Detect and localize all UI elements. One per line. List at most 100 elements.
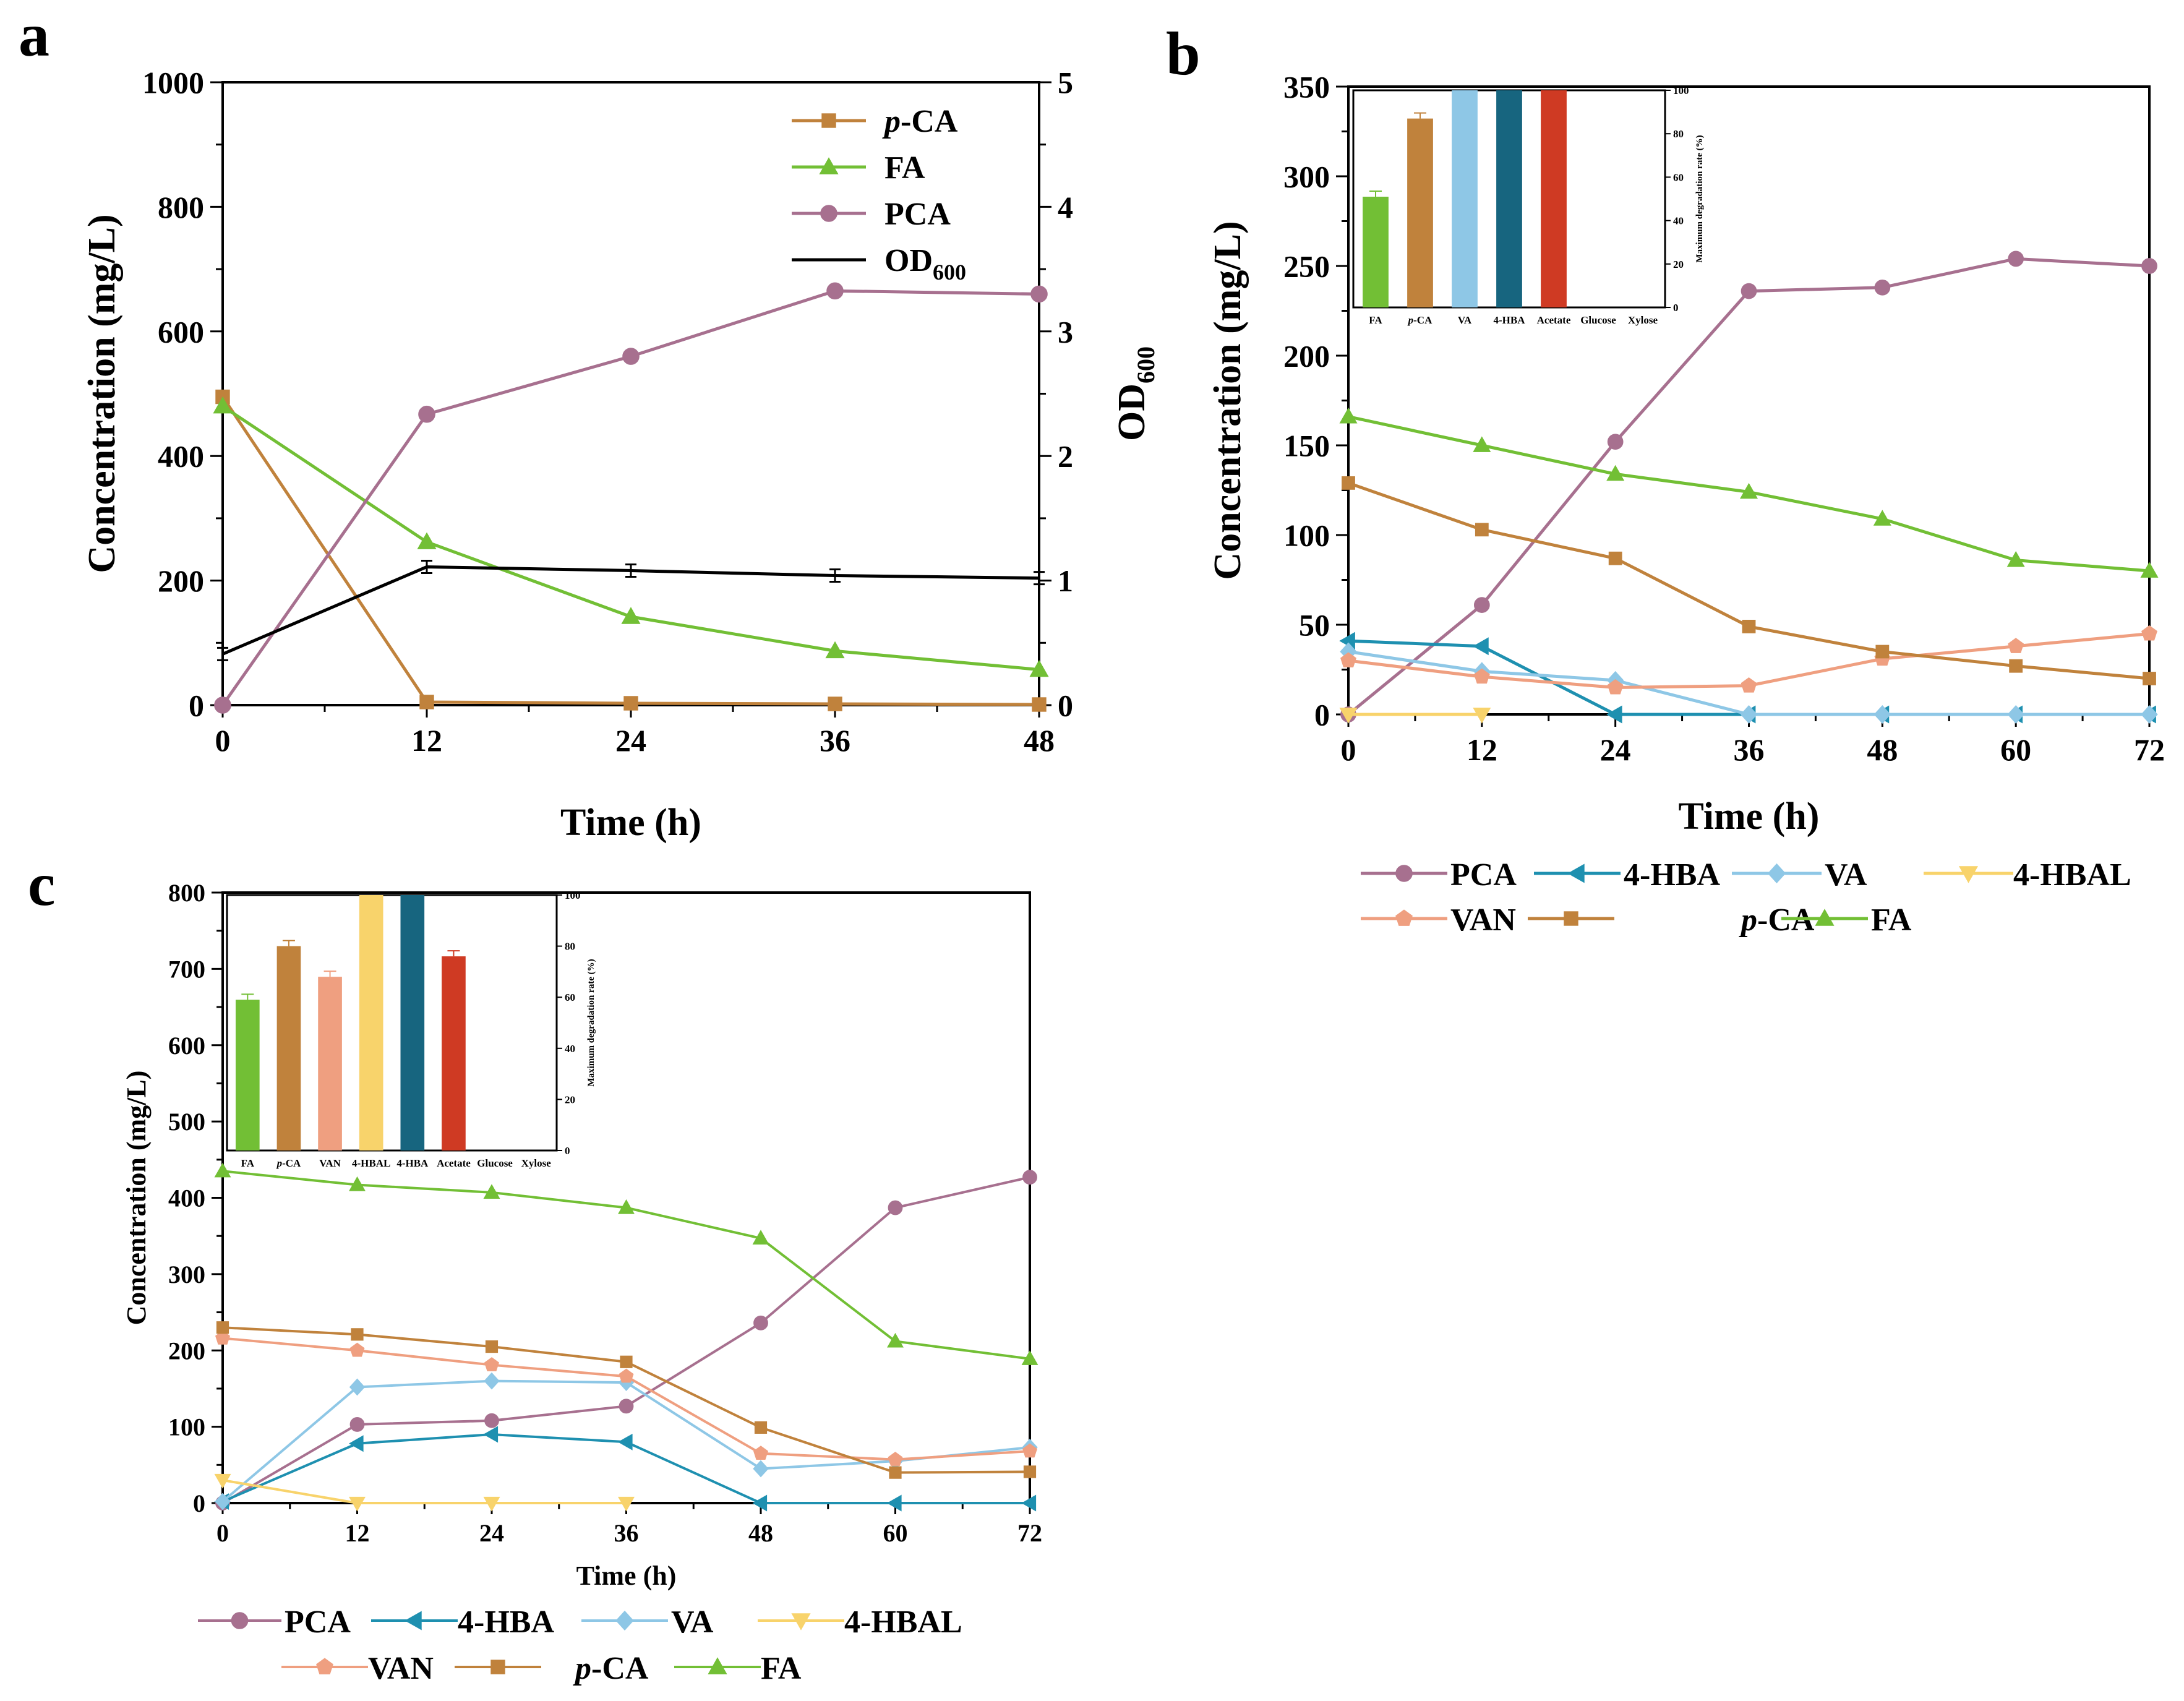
panel-b-legend-marker-van xyxy=(1395,909,1413,926)
panel-c-point-fa xyxy=(618,1199,635,1214)
panel-b-inset-category-italic: p xyxy=(1407,314,1414,326)
panel-b-legend-label-4-hbal: 4-HBAL xyxy=(2013,857,2131,893)
panel-b-inset-category-acetate: Acetate xyxy=(1537,314,1571,326)
panel-c-legend-label-text: 4-HBA xyxy=(458,1605,554,1640)
panel-c-legend-label-van: VAN xyxy=(368,1651,434,1686)
panel-c-y-tick-label: 400 xyxy=(168,1185,205,1212)
panel-c-point-4-hba xyxy=(886,1494,902,1512)
panel-a-series-line-fa xyxy=(221,405,1040,672)
panel-c-legend-label-fa: FA xyxy=(761,1651,802,1686)
panel-a-legend-label-sub: 600 xyxy=(933,260,966,285)
panel-c-point-pca xyxy=(1022,1170,1037,1185)
panel-c-legend-label-4-hbal: 4-HBAL xyxy=(844,1605,962,1640)
panel-c-point-4-hba xyxy=(348,1435,364,1452)
panel-c-point-va xyxy=(349,1378,366,1396)
panel-c-x-axis-label: Time (h) xyxy=(576,1561,677,1591)
panel-a-legend-label-text: OD xyxy=(884,243,933,278)
panel-b-point-p-ca xyxy=(2143,672,2156,685)
panel-b-inset-y-tick-label: 100 xyxy=(1673,85,1689,96)
panel-c-inset-category-acetate: Acetate xyxy=(437,1157,471,1169)
panel-a-point-pca xyxy=(826,282,844,300)
panel-b-legend-marker-va xyxy=(1767,863,1786,884)
panel-c-point-fa xyxy=(1021,1350,1038,1365)
panel-b-inset-bar-fa xyxy=(1363,196,1389,307)
panel-b-x-tick-label: 72 xyxy=(2134,732,2165,767)
panel-b-legend-label-text: VA xyxy=(1825,857,1867,893)
panel-c-point-4-hba xyxy=(752,1494,768,1512)
panel-a-y2-axis-label-sub: 600 xyxy=(1132,346,1160,383)
panel-c-legend-marker-p-ca xyxy=(490,1660,505,1674)
panel-a-point-fa xyxy=(621,607,641,624)
panel-b-point-p-ca xyxy=(1875,645,1890,659)
panel-c-point-van xyxy=(753,1446,769,1460)
panel-a-point-pca xyxy=(214,696,231,714)
panel-b-point-va xyxy=(1740,705,1758,724)
panel-b-legend-label-4-hba: 4-HBA xyxy=(1624,857,1720,893)
panel-c-x-tick-label: 0 xyxy=(216,1519,229,1547)
panel-a-legend-marker-pca xyxy=(820,205,837,222)
panel-b-y-tick-label: 150 xyxy=(1283,429,1330,463)
panel-b-point-va xyxy=(1874,705,1891,724)
panel-c-legend-label-text: VA xyxy=(671,1605,714,1640)
panel-a-y2-axis-label: OD600 xyxy=(1111,346,1160,441)
panel-c-legend-label-text: 4-HBAL xyxy=(844,1605,962,1640)
panel-c-point-pca xyxy=(349,1417,365,1432)
panel-b-inset-category-va: VA xyxy=(1458,314,1472,326)
panel-a-legend-label-fa: FA xyxy=(884,150,925,186)
panel-c-legend-label-va: VA xyxy=(671,1605,714,1640)
panel-b-y-tick-label: 200 xyxy=(1283,339,1330,374)
panel-b-point-fa xyxy=(2006,551,2025,567)
panel-c-inset-category-van: VAN xyxy=(319,1157,341,1169)
panel-c-point-fa xyxy=(483,1184,500,1199)
panel-b-series-line-p-ca xyxy=(1348,481,2150,680)
panel-c-inset-category-italic: p xyxy=(276,1157,283,1169)
panel-a-point-pca xyxy=(1030,285,1048,303)
panel-c-y-tick-label: 500 xyxy=(168,1108,205,1136)
panel-b-x-axis-label: Time (h) xyxy=(1679,795,1820,838)
panel-c-x-tick-label: 72 xyxy=(1017,1519,1042,1547)
panel-b-y-tick-label: 300 xyxy=(1283,160,1330,194)
panel-c-legend-marker-van xyxy=(316,1658,333,1674)
panel-label-a: a xyxy=(19,1,49,69)
panel-c-chart: 0 12 24 36 48 60 720100200300400500600700800Ti… xyxy=(121,879,1042,1686)
panel-a-y2-tick-label: 5 xyxy=(1058,66,1073,100)
panel-a-point-fa xyxy=(1029,659,1049,677)
panel-c-legend-label-text: PCA xyxy=(285,1605,351,1640)
panel-c-point-4-hbal xyxy=(349,1496,366,1512)
panel-b-inset-y-tick-label: 60 xyxy=(1673,171,1684,183)
panel-c-inset-y-tick-label: 80 xyxy=(565,941,575,953)
panel-c-point-va xyxy=(753,1460,769,1478)
panel-c-inset-category-glucose: Glucose xyxy=(477,1157,513,1169)
panel-b-x-tick-label: 60 xyxy=(2000,732,2031,767)
panel-a-y2-tick-label: 0 xyxy=(1058,688,1073,723)
panel-c-inset-category-fa: FA xyxy=(241,1157,255,1169)
panel-b-point-pca xyxy=(2008,251,2024,267)
panel-b-inset-category-p-ca: p-CA xyxy=(1407,314,1432,326)
panel-b-legend-label-text: VAN xyxy=(1450,902,1516,938)
panel-a-point-fa xyxy=(417,532,437,549)
panel-c-inset-category-4-hba: 4-HBA xyxy=(396,1157,429,1169)
panel-a-x-tick-label: 24 xyxy=(615,723,646,758)
panel-b-y-tick-label: 350 xyxy=(1283,70,1330,105)
panel-a-y2-tick-label: 2 xyxy=(1058,439,1073,474)
panel-c-point-p-ca xyxy=(754,1421,768,1434)
panel-a-y2-tick-label: 3 xyxy=(1058,314,1073,349)
panel-b-point-fa xyxy=(1873,510,1891,526)
panel-c-point-van xyxy=(215,1330,231,1345)
panel-b-point-pca xyxy=(2141,258,2157,274)
panel-b-y-axis-label: Concentration (mg/L) xyxy=(1207,221,1249,580)
panel-b-legend-label-fa: FA xyxy=(1871,902,1912,938)
panel-c-series-line-fa xyxy=(222,1170,1030,1360)
panel-a-point-pca xyxy=(418,405,435,423)
panel-b-legend-label-text: 4-HBA xyxy=(1624,857,1720,893)
panel-c-point-fa xyxy=(752,1230,769,1245)
panel-c-inset-y-tick-label: 100 xyxy=(565,889,581,901)
panel-a-legend-label-text: FA xyxy=(884,150,925,186)
panel-b-x-tick-label: 48 xyxy=(1867,732,1898,767)
panel-c-legend-label-text: FA xyxy=(761,1651,802,1686)
panel-c-inset-y-tick-label: 20 xyxy=(565,1094,575,1105)
panel-c-legend-label-pca: PCA xyxy=(285,1605,351,1640)
panel-c-point-van xyxy=(888,1452,903,1466)
panel-c-point-fa xyxy=(214,1162,231,1178)
